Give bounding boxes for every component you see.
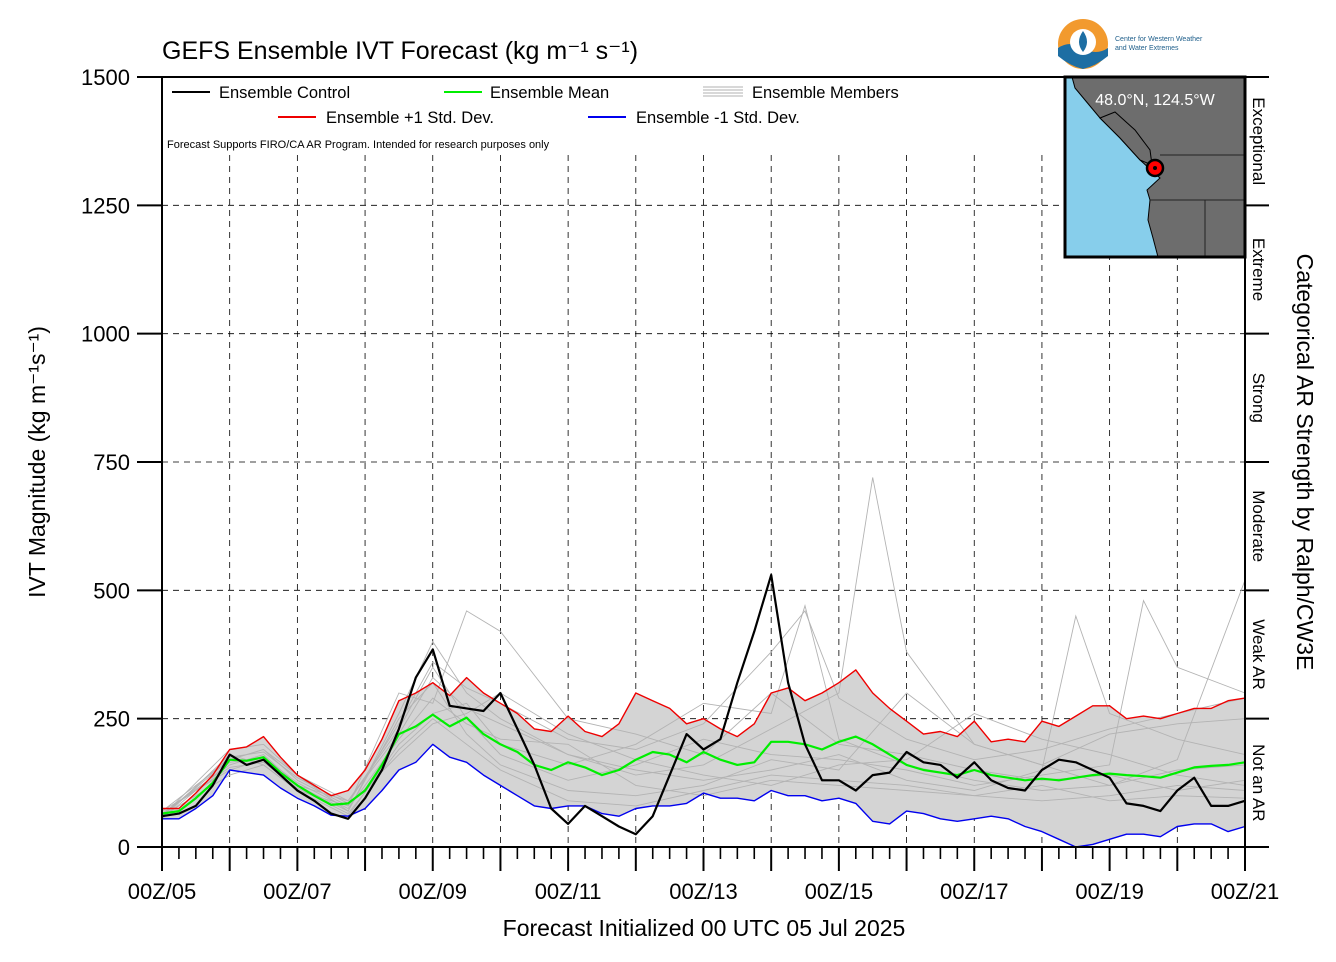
chart-title: GEFS Ensemble IVT Forecast (kg m⁻¹ s⁻¹) <box>162 37 638 65</box>
x-tick-label: 00Z/13 <box>669 879 738 904</box>
x-tick-label: 00Z/09 <box>399 879 468 904</box>
logo-wave <box>1058 44 1108 69</box>
research-note: Forecast Supports FIRO/CA AR Program. In… <box>167 139 550 151</box>
ensemble-control-line <box>161 573 1246 836</box>
category-label: Moderate <box>1249 490 1268 562</box>
y-tick-label: 250 <box>93 707 130 732</box>
location-map: 48.0°N, 124.5°W <box>1063 75 1247 259</box>
logo-text-line1: Center for Western Weather <box>1115 36 1203 43</box>
plus-std-dev-line <box>162 669 1246 810</box>
ensemble-member-line <box>161 697 1246 820</box>
ensemble-mean-line <box>161 713 1246 815</box>
right-axis-label: Categorical AR Strength by Ralph/CW3E <box>1292 254 1318 671</box>
x-tick-label: 00Z/07 <box>263 879 332 904</box>
legend-label-mean: Ensemble Mean <box>490 84 609 102</box>
minus-std-dev-line <box>162 743 1246 848</box>
y-tick-label: 500 <box>93 578 130 603</box>
legend-label-members: Ensemble Members <box>752 84 899 102</box>
category-label: Exceptional <box>1249 97 1268 185</box>
logo-text-line2: and Water Extremes <box>1115 45 1179 52</box>
location-marker-center <box>1153 166 1157 170</box>
legend: Ensemble Control Ensemble Mean Ensemble … <box>172 84 899 127</box>
category-label: Strong <box>1249 373 1268 423</box>
ensemble-member-line <box>161 614 1246 812</box>
x-tick-label: 00Z/17 <box>940 879 1009 904</box>
map-island <box>1099 111 1153 166</box>
ensemble-member-line <box>161 718 1246 815</box>
y-tick-label: 1000 <box>81 322 130 347</box>
category-label: Not an AR <box>1249 744 1268 822</box>
x-tick-label: 00Z/05 <box>128 879 197 904</box>
map-frame <box>1063 75 1247 259</box>
ensemble-member-line <box>161 610 1246 817</box>
legend-label-control: Ensemble Control <box>219 84 350 102</box>
y-tick-label: 0 <box>118 835 130 860</box>
series-layer <box>161 573 1246 848</box>
legend-label-minus-std: Ensemble -1 Std. Dev. <box>636 109 800 127</box>
legend-label-plus-std: Ensemble +1 Std. Dev. <box>326 109 494 127</box>
y-axis-label: IVT Magnitude (kg m⁻¹s⁻¹) <box>24 326 50 598</box>
category-label: Extreme <box>1249 238 1268 301</box>
y-tick-label: 1500 <box>81 65 130 90</box>
cw3e-logo: Center for Western Weather and Water Ext… <box>1058 19 1203 69</box>
category-label: Weak AR <box>1249 619 1268 690</box>
x-axis-label: Forecast Initialized 00 UTC 05 Jul 2025 <box>503 915 906 941</box>
legend-swatch-members <box>703 86 743 97</box>
x-tick-label: 00Z/11 <box>535 879 602 904</box>
y-tick-label: 750 <box>93 450 130 475</box>
map-coordinates: 48.0°N, 124.5°W <box>1095 92 1215 109</box>
x-tick-label: 00Z/15 <box>805 879 874 904</box>
axis-ticks-layer: 0 250 500 750 1000 1250 1500 Not an AR Weak AR Mo… <box>81 65 1279 904</box>
ensemble-member-line <box>161 579 1246 820</box>
ensemble-member-line <box>161 610 1246 817</box>
x-tick-label: 00Z/19 <box>1075 879 1144 904</box>
logo-drop-icon <box>1079 31 1087 52</box>
x-tick-label: 00Z/21 <box>1211 879 1280 904</box>
y-tick-label: 1250 <box>81 193 130 218</box>
